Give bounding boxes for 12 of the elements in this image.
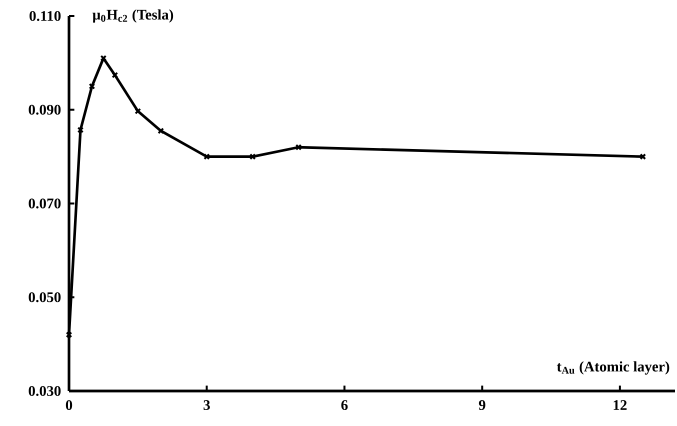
y-tick-label: 0.030 bbox=[28, 386, 61, 396]
y-tick-label: 0.050 bbox=[28, 292, 61, 302]
x-tick-label: 12 bbox=[614, 400, 627, 410]
y-tick-label: 0.070 bbox=[28, 198, 61, 208]
x-tick-label: 3 bbox=[204, 400, 210, 410]
y-axis-title: μ$_{0}$H$_{c2}$ (Tesla) bbox=[92, 9, 174, 23]
x-axis-title: t$_{Au}$ (Atomic layer) bbox=[556, 361, 670, 375]
y-tick-label: 0.090 bbox=[28, 104, 61, 115]
x-tick-label: 6 bbox=[341, 400, 348, 410]
y-tick-label: 0.110 bbox=[30, 11, 61, 21]
x-tick-label: 0 bbox=[66, 400, 72, 410]
x-tick-label: 9 bbox=[478, 400, 486, 410]
